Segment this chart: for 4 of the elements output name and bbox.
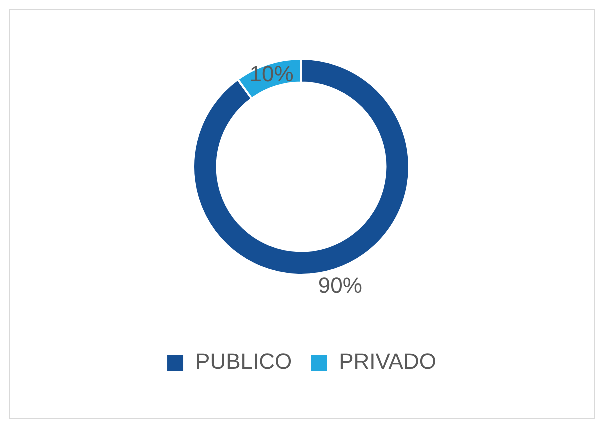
legend-label: PUBLICO	[196, 349, 292, 374]
legend-label: PRIVADO	[339, 349, 436, 374]
data-label: 90%	[318, 272, 362, 298]
data-label: 10%	[250, 62, 294, 87]
